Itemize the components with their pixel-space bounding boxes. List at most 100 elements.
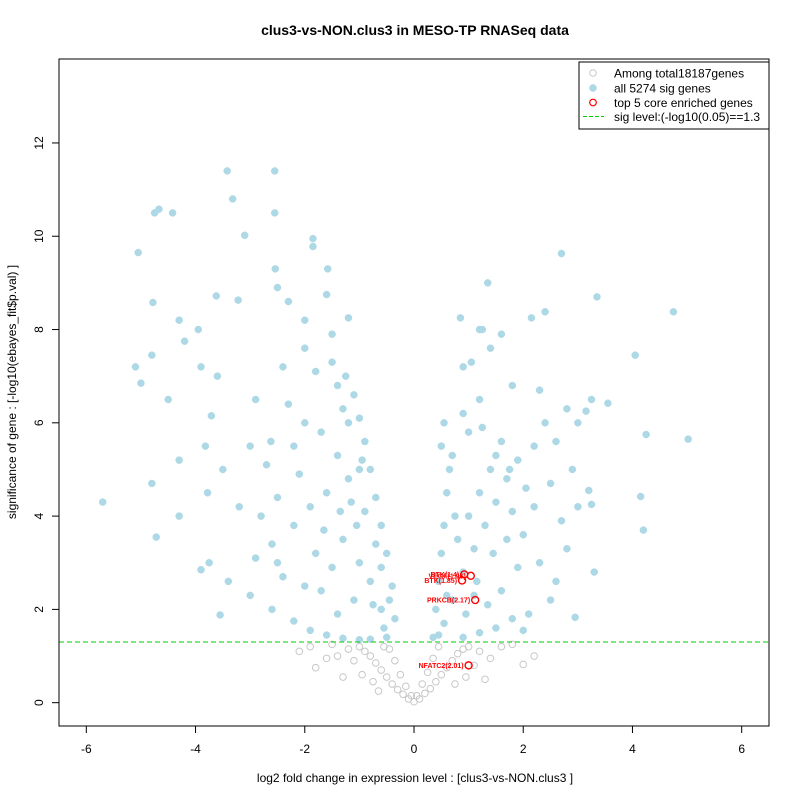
- nonsig-point: [350, 656, 358, 665]
- sig-point: [201, 442, 210, 450]
- nonsig-point: [361, 647, 369, 656]
- sig-point: [339, 405, 347, 413]
- nonsig-point: [410, 697, 418, 706]
- sig-point: [164, 395, 172, 404]
- sig-point: [459, 633, 467, 642]
- sig-point: [590, 568, 598, 576]
- sig-point: [341, 372, 350, 380]
- sig-point: [582, 407, 590, 415]
- sig-point: [440, 521, 448, 530]
- sig-point: [273, 283, 282, 292]
- nonsig-point: [374, 687, 383, 695]
- nonsig-point: [434, 642, 443, 651]
- sig-point: [148, 479, 156, 488]
- top-gene-point: [466, 571, 475, 581]
- nonsig-point: [358, 670, 366, 679]
- sig-point: [486, 344, 495, 352]
- x-axis: -6 -4 -2 0 2 4 6: [81, 725, 745, 756]
- sig-point: [270, 209, 279, 217]
- sig-point: [535, 558, 544, 567]
- sig-point: [684, 435, 692, 443]
- sig-point: [552, 577, 560, 586]
- sig-point: [587, 500, 596, 509]
- sig-point: [571, 613, 579, 622]
- sig-point: [216, 611, 224, 619]
- sig-point: [478, 325, 487, 334]
- sig-point: [134, 248, 142, 257]
- nonsig-point: [423, 668, 432, 677]
- sig-point: [481, 521, 489, 530]
- sig-point: [366, 465, 375, 474]
- nonsig-point: [432, 677, 440, 686]
- sig-point: [197, 565, 205, 574]
- sig-point: [317, 428, 325, 436]
- sig-point: [631, 351, 639, 359]
- sig-point: [587, 395, 596, 404]
- top-gene-label: BTK(1.85): [424, 578, 457, 585]
- legend-marker-sig: [589, 84, 597, 92]
- sig-point: [497, 437, 506, 446]
- sig-point: [434, 631, 443, 639]
- sig-point: [448, 596, 456, 604]
- nonsig-point: [322, 654, 331, 663]
- nonsig-point: [508, 640, 517, 649]
- sig-point: [574, 503, 582, 511]
- sig-point: [344, 475, 353, 483]
- legend-marker-total: [589, 69, 597, 77]
- sig-point: [328, 563, 336, 572]
- nonsig-point: [464, 642, 473, 651]
- sig-point: [524, 610, 533, 618]
- sig-point: [279, 363, 287, 371]
- sig-point: [219, 465, 227, 474]
- sig-point: [352, 521, 361, 530]
- nonsig-point: [481, 675, 489, 684]
- sig-point: [557, 517, 566, 525]
- top-gene-point: [464, 661, 473, 670]
- sig-point: [434, 577, 443, 586]
- sig-point: [175, 456, 183, 464]
- sig-point: [372, 493, 380, 502]
- sig-point: [483, 600, 492, 609]
- sig-point: [440, 619, 448, 628]
- sig-point: [168, 209, 177, 217]
- sig-point: [228, 195, 237, 203]
- sig-point: [464, 512, 473, 520]
- sig-point: [235, 503, 243, 511]
- y-tick-label: 10: [32, 229, 46, 243]
- sig-point: [535, 386, 544, 394]
- sig-point: [273, 493, 282, 502]
- sig-point: [492, 451, 500, 460]
- x-axis-label: log2 fold change in expression level : […: [257, 771, 573, 785]
- sig-point: [437, 442, 446, 450]
- sig-point: [290, 617, 298, 625]
- nonsig-point: [311, 663, 320, 672]
- sig-point: [459, 409, 467, 418]
- nonsig-point: [497, 642, 506, 651]
- top-gene-point: [457, 576, 467, 585]
- sig-point: [497, 586, 506, 595]
- sig-point: [382, 633, 391, 642]
- nonsig-point: [429, 654, 437, 663]
- sig-point: [377, 563, 385, 572]
- sig-point: [344, 314, 353, 322]
- sig-point: [377, 521, 385, 530]
- sig-point: [489, 549, 497, 558]
- sig-point: [240, 231, 249, 240]
- sig-point: [483, 279, 492, 287]
- nonsig-point: [453, 649, 462, 658]
- sig-point: [530, 442, 538, 450]
- sig-point: [369, 600, 377, 609]
- sig-point: [328, 330, 336, 338]
- sig-point: [443, 591, 451, 600]
- sig-point: [267, 437, 275, 446]
- x-tick-label: 2: [520, 742, 527, 756]
- sig-point: [339, 634, 347, 643]
- sig-point: [234, 296, 242, 304]
- nonsig-point: [437, 670, 446, 679]
- legend: Among total18187genes all 5274 sig genes…: [578, 61, 770, 130]
- sig-point: [361, 507, 369, 516]
- y-tick-label: 0: [32, 699, 46, 706]
- sig-point: [203, 489, 212, 497]
- sig-point: [382, 549, 391, 558]
- sig-point: [98, 498, 107, 506]
